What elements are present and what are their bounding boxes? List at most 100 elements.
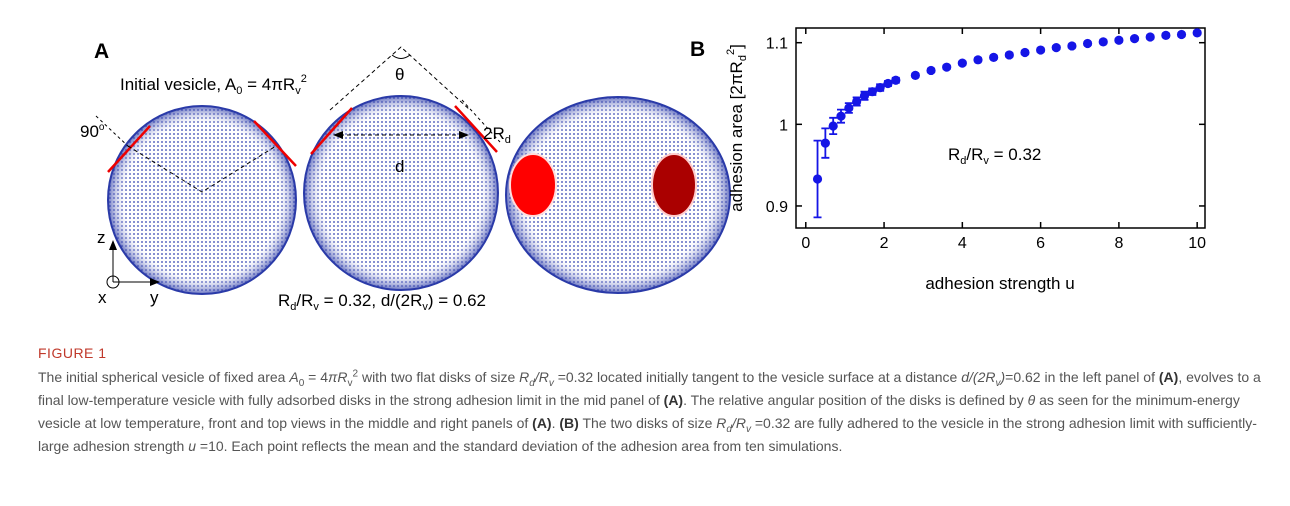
t: d bbox=[726, 423, 732, 435]
t: 2 bbox=[352, 368, 359, 380]
point bbox=[891, 75, 901, 85]
t: v bbox=[295, 85, 301, 97]
t: 2 bbox=[301, 73, 307, 85]
disk bbox=[107, 125, 151, 173]
t: d bbox=[960, 155, 966, 167]
point bbox=[867, 87, 877, 97]
t: θ bbox=[1027, 392, 1036, 408]
t: adhesion area [2πR bbox=[727, 61, 746, 212]
point bbox=[1145, 32, 1155, 42]
point bbox=[1082, 38, 1093, 49]
caption: The initial spherical vesicle of fixed a… bbox=[38, 366, 1263, 458]
figure: A Initial vesicle, A0 = 4πRv2 90o z x y … bbox=[80, 27, 1206, 313]
point bbox=[910, 70, 920, 80]
vesicle-rim bbox=[107, 105, 297, 295]
annotation: Rd/Rv = 0.32 bbox=[948, 145, 1041, 167]
panel-label: A bbox=[94, 40, 109, 63]
guide bbox=[127, 145, 277, 193]
t: =0.32 located initially tangent to the v… bbox=[553, 369, 962, 385]
angle-arc bbox=[391, 54, 411, 59]
t: =0.62 in the left panel of bbox=[1005, 369, 1159, 385]
t: d bbox=[529, 377, 535, 389]
point bbox=[1114, 35, 1124, 45]
t: =0.32 are fully adhered to the vesicle i… bbox=[38, 415, 1257, 454]
arrow bbox=[109, 240, 117, 250]
t: u bbox=[188, 438, 197, 454]
point bbox=[836, 111, 846, 121]
x-tick-label: 4 bbox=[958, 235, 967, 252]
t: /R bbox=[731, 415, 746, 431]
arrow bbox=[459, 131, 469, 139]
t: = 0.32, d/(2R bbox=[319, 291, 422, 310]
t: d/(2R bbox=[961, 369, 996, 385]
x-tick-label: 10 bbox=[1188, 235, 1206, 252]
vesicle-rim bbox=[505, 96, 731, 294]
t: with two flat disks of size bbox=[358, 369, 520, 385]
disk bbox=[310, 107, 353, 155]
t: R bbox=[519, 369, 530, 385]
t: R bbox=[948, 145, 960, 164]
t: v bbox=[995, 377, 1001, 389]
plot-frame bbox=[795, 27, 1206, 229]
disk-front bbox=[509, 153, 557, 217]
t: v bbox=[548, 377, 554, 389]
t: Initial vesicle, A bbox=[120, 75, 237, 94]
t: 2R bbox=[483, 124, 505, 143]
initial-label: Initial vesicle, A0 = 4πRv2 bbox=[120, 73, 307, 97]
ratio-label: Rd/Rv = 0.32, d/(2Rv) = 0.62 bbox=[278, 291, 486, 313]
axis-label: z bbox=[97, 228, 106, 247]
disk-back bbox=[651, 153, 697, 217]
t: A bbox=[289, 369, 299, 385]
theta-label: θ bbox=[395, 65, 404, 84]
t: (A) bbox=[1158, 369, 1179, 385]
point bbox=[989, 52, 999, 62]
point bbox=[828, 121, 838, 131]
point bbox=[1067, 41, 1077, 51]
t: R bbox=[278, 291, 290, 310]
t: =10. Each point reflects the mean and th… bbox=[196, 438, 843, 454]
t: 90 bbox=[80, 122, 99, 141]
y-axis-label: adhesion area [2πRd2] bbox=[725, 44, 749, 212]
arrow bbox=[150, 278, 160, 286]
x-tick-label: 2 bbox=[880, 235, 889, 252]
distance-label: d bbox=[395, 157, 404, 176]
point bbox=[973, 55, 983, 65]
t: 0 bbox=[236, 85, 242, 97]
t: ) bbox=[1000, 369, 1006, 385]
t: d bbox=[737, 55, 749, 61]
t: . bbox=[551, 415, 560, 431]
point bbox=[844, 103, 854, 113]
t: v bbox=[422, 301, 428, 313]
point bbox=[1192, 28, 1202, 38]
t: ] bbox=[727, 44, 746, 49]
point bbox=[1020, 47, 1030, 58]
t: as seen for the minimum-energy vesicle a… bbox=[38, 392, 1240, 431]
point bbox=[957, 58, 967, 68]
t: v bbox=[745, 423, 751, 435]
x-tick-label: 6 bbox=[1036, 235, 1045, 252]
point bbox=[852, 96, 862, 107]
point bbox=[942, 62, 952, 72]
point bbox=[1051, 42, 1061, 53]
panel-b: B adhesion area [2πRd2] adhesion strengt… bbox=[690, 27, 1206, 293]
point bbox=[1036, 45, 1046, 55]
t: R bbox=[716, 415, 727, 431]
panel-a: A Initial vesicle, A0 = 4πRv2 90o z x y … bbox=[80, 40, 731, 313]
t: /R bbox=[966, 145, 983, 164]
panel-label: B bbox=[690, 38, 705, 61]
point bbox=[812, 174, 823, 184]
point bbox=[883, 78, 893, 89]
t: , evolves to a final low-temperature ves… bbox=[38, 369, 1261, 408]
x-tick-label: 0 bbox=[801, 235, 810, 252]
angle-label: 90o bbox=[80, 122, 105, 141]
disk-size-label: 2Rd bbox=[483, 124, 511, 146]
t: /R bbox=[534, 369, 549, 385]
t: The initial spherical vesicle of fixed a… bbox=[38, 369, 290, 385]
t: πR bbox=[328, 369, 348, 385]
point bbox=[1098, 37, 1108, 47]
t: d bbox=[505, 134, 511, 146]
disk bbox=[454, 105, 498, 153]
t: v bbox=[313, 301, 319, 313]
point bbox=[1004, 50, 1014, 60]
